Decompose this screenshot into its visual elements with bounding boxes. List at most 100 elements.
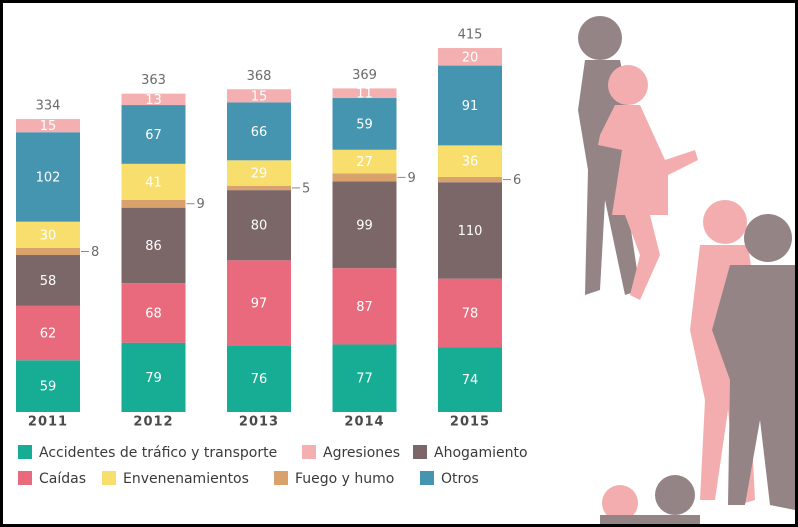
bar-segment: [227, 185, 291, 191]
bar-segment: [121, 199, 186, 208]
bar-segment: [227, 260, 291, 346]
bar-segment: [121, 105, 186, 164]
bar-segment: [121, 283, 186, 343]
bar-segment: [332, 98, 397, 150]
total-label: 363: [141, 73, 166, 88]
legend-label: Ahogamiento: [434, 445, 528, 461]
value-label: 87: [356, 300, 373, 315]
value-label: 29: [251, 167, 268, 182]
value-label: 68: [145, 306, 162, 321]
legend-swatch: [18, 445, 32, 459]
decorative-silhouettes: [578, 16, 795, 524]
value-label: 9: [408, 171, 416, 186]
value-label: 86: [145, 239, 162, 254]
total-label: 334: [36, 99, 61, 114]
bar-segment: [438, 176, 502, 183]
bar-segment: [16, 360, 80, 412]
silhouette: [602, 485, 638, 521]
bar-segment: [16, 248, 80, 256]
value-label: 97: [251, 296, 268, 311]
bar-segment: [332, 173, 397, 182]
legend-swatch: [302, 445, 316, 459]
silhouette: [598, 65, 698, 300]
bar-segment: [332, 149, 397, 174]
value-label: 5: [302, 181, 310, 196]
bar-segment: [438, 347, 502, 412]
legend-label: Envenenamientos: [123, 471, 249, 487]
total-label: 368: [247, 69, 272, 84]
bar-segment: [332, 181, 397, 269]
bar-segment: [16, 132, 80, 222]
bar-segment: [332, 88, 397, 99]
silhouette: [655, 475, 695, 515]
value-label: 91: [462, 99, 479, 114]
bar-segment: [438, 278, 502, 348]
value-label: 102: [36, 170, 61, 185]
value-label: 27: [356, 155, 373, 170]
legend-label: Otros: [441, 471, 479, 487]
bar-segment: [438, 145, 502, 177]
bar-segment: [16, 305, 80, 361]
bar-segment: [16, 119, 80, 133]
legend-swatch: [274, 471, 288, 485]
bar-segment: [121, 342, 186, 412]
bar-segment: [438, 65, 502, 146]
value-label: 59: [356, 117, 373, 132]
legend-label: Accidentes de tráfico y transporte: [39, 445, 277, 461]
value-label: 20: [462, 50, 479, 65]
value-label: 110: [458, 224, 483, 239]
value-label: 99: [356, 218, 373, 233]
value-label: 58: [40, 274, 57, 289]
bar-segment: [438, 48, 502, 66]
total-label: 415: [458, 28, 483, 43]
value-label: 62: [40, 327, 57, 342]
value-label: 78: [462, 306, 479, 321]
value-label: 30: [40, 228, 57, 243]
legend-swatch: [102, 471, 116, 485]
bar-segment: [227, 190, 291, 261]
value-label: 36: [462, 155, 479, 170]
value-label: 77: [356, 372, 373, 387]
silhouette: [712, 214, 795, 510]
bar-segment: [227, 89, 291, 103]
x-tick-label: 2013: [239, 415, 279, 430]
bar-segment: [16, 255, 80, 306]
legend-label: Agresiones: [323, 445, 400, 461]
value-label: 67: [145, 128, 162, 143]
value-label: 80: [251, 219, 268, 234]
bar-segment: [332, 344, 397, 412]
x-tick-label: 2014: [344, 415, 384, 430]
value-label: 15: [251, 89, 268, 104]
value-label: 41: [145, 175, 162, 190]
value-label: 66: [251, 125, 268, 140]
bar-segment: [438, 182, 502, 279]
legend-label: Caídas: [39, 471, 86, 487]
bar-segment: [121, 163, 186, 200]
value-label: 9: [197, 197, 205, 212]
value-label: 76: [251, 372, 268, 387]
bar-segment: [16, 221, 80, 249]
legend-swatch: [18, 471, 32, 485]
value-label: 59: [40, 380, 57, 395]
bar-segment: [332, 268, 397, 345]
legend-swatch: [420, 471, 434, 485]
x-tick-label: 2015: [450, 415, 490, 430]
x-tick-label: 2012: [133, 415, 173, 430]
bar-segment: [227, 345, 291, 412]
value-label: 79: [145, 371, 162, 386]
bar-segment: [121, 93, 186, 106]
bar-segment: [227, 160, 291, 186]
value-label: 8: [91, 245, 99, 260]
bar-segment: [227, 102, 291, 161]
value-label: 15: [40, 119, 57, 134]
value-label: 6: [513, 173, 521, 188]
total-label: 369: [352, 68, 377, 83]
legend-label: Fuego y humo: [295, 471, 394, 487]
value-label: 11: [356, 87, 373, 102]
value-label: 74: [462, 373, 479, 388]
silhouette: [600, 515, 700, 524]
value-label: 13: [145, 93, 162, 108]
legend-swatch: [413, 445, 427, 459]
x-tick-label: 2011: [28, 415, 68, 430]
